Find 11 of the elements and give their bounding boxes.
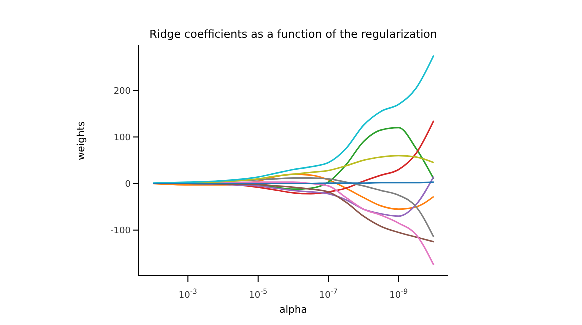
y-tick-label: 100 [114, 133, 132, 144]
y-tick-label: 200 [114, 86, 132, 97]
x-tick-label: 10$^{-7}$ [319, 288, 338, 301]
y-tick-label: -100 [110, 226, 132, 237]
y-tick-label: 0 [125, 180, 132, 190]
x-tick-label: 10$^{-3}$ [178, 288, 198, 301]
x-tick-label: 10$^{-9}$ [390, 288, 408, 301]
x-tick-label: 10$^{-5}$ [249, 288, 268, 301]
chart-title: Ridge coefficients as a function of the regularization [148, 28, 438, 41]
y-axis-title: weights [76, 122, 88, 160]
x-axis-title: alpha [280, 305, 308, 316]
